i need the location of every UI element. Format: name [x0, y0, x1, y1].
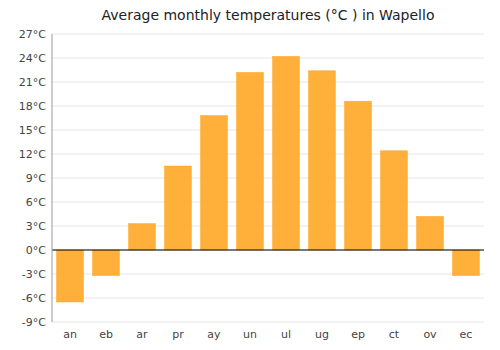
x-tick-label: ec [460, 328, 473, 341]
x-tick-label: ar [136, 328, 148, 341]
grid-line [52, 250, 484, 251]
bar [93, 250, 120, 276]
grid-line [52, 58, 484, 59]
grid-line [52, 178, 484, 179]
x-tick-label: an [63, 328, 77, 341]
x-tick-label: ug [315, 328, 329, 341]
x-tick-label: ay [207, 328, 221, 341]
bar [273, 56, 300, 250]
bar [57, 250, 84, 302]
y-tick-label: 27°C [19, 28, 46, 41]
grid-line [52, 154, 484, 155]
bar [309, 71, 336, 250]
bar [381, 151, 408, 250]
title: Average monthly temperatures (°C ) in Wa… [102, 7, 435, 23]
bar [165, 166, 192, 250]
y-tick-label: 12°C [19, 148, 46, 161]
y-axis [52, 34, 53, 322]
bar [237, 72, 264, 250]
x-tick-label: eb [99, 328, 113, 341]
y-tick-label: 0°C [26, 244, 46, 257]
grid-line [52, 202, 484, 203]
zero-line [52, 249, 484, 250]
bars [57, 56, 480, 302]
x-tick-label: pr [172, 328, 184, 341]
grid-line [52, 106, 484, 107]
grid-line [52, 130, 484, 131]
bar [129, 224, 156, 250]
bar [417, 216, 444, 250]
grid-line [52, 82, 484, 83]
x-tick-label: ov [423, 328, 437, 341]
y-tick-label: 15°C [19, 124, 46, 137]
y-tick-label: 21°C [19, 76, 46, 89]
y-tick-label: -9°C [22, 316, 46, 329]
x-tick-label: un [243, 328, 257, 341]
y-tick-label: 24°C [19, 52, 46, 65]
grid-line [52, 298, 484, 299]
y-tick-label: -3°C [22, 268, 46, 281]
bar [345, 101, 372, 250]
x-tick-label: ct [389, 328, 400, 341]
bar [453, 250, 480, 276]
x-tick-label: ul [281, 328, 291, 341]
y-tick-label: 3°C [26, 220, 46, 233]
chart: Average monthly temperatures (°C ) in Wa… [0, 0, 500, 350]
grid-line [52, 322, 484, 323]
bar [201, 116, 228, 250]
x-tick-label: ep [351, 328, 365, 341]
y-tick-label: -6°C [22, 292, 46, 305]
grid [52, 34, 484, 322]
y-tick-label: 6°C [26, 196, 46, 209]
grid-line [52, 34, 484, 35]
y-tick-label: 18°C [19, 100, 46, 113]
y-tick-label: 9°C [26, 172, 46, 185]
